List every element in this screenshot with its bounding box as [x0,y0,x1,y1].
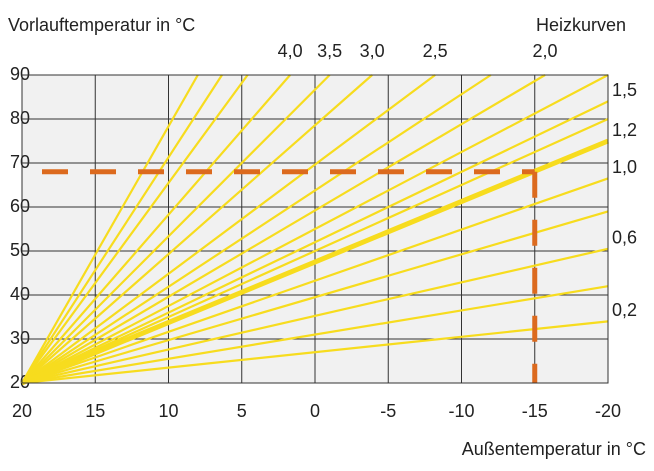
x-tick-label: 15 [85,401,105,421]
y-tick-label: 90 [10,64,30,84]
curve-label: 1,0 [612,157,637,177]
heating-curve [21,74,291,384]
x-tick-label: -5 [380,401,396,421]
y-tick-label: 30 [10,328,30,348]
heating-curve [21,74,223,384]
heating-curve [21,74,546,384]
x-tick-label: 0 [310,401,320,421]
y-tick-label: 60 [10,196,30,216]
chart-title: Heizkurven [536,15,626,35]
curve-label: 2,0 [532,41,557,61]
heating-curve [21,285,609,385]
x-tick-label: 20 [12,401,32,421]
heating-curve [21,138,609,386]
heating-curve [21,74,331,384]
heating-curve [21,210,609,385]
heating-curve [21,74,199,384]
y-axis-title: Vorlauftemperatur in °C [8,15,195,35]
y-tick-label: 80 [10,108,30,128]
x-tick-label: 10 [158,401,178,421]
heating-curve [21,74,492,384]
curve-label: 1,2 [612,120,637,140]
x-tick-label: -10 [448,401,474,421]
y-tick-label: 70 [10,152,30,172]
curve-label: 1,5 [612,80,637,100]
x-tick-label: 5 [237,401,247,421]
heating-curve [21,74,249,384]
curve-label: 2,5 [423,41,448,61]
x-tick-label: -15 [522,401,548,421]
heating-curve [21,247,609,385]
heating-curve [21,320,609,385]
curve-label: 0,6 [612,228,637,248]
curve-label: 0,2 [612,300,637,320]
x-tick-label: -20 [595,401,621,421]
plot-border [21,74,609,384]
heating-curve [21,74,373,384]
x-axis-title: Außentemperatur in °C [462,439,646,459]
heating-curve [21,74,436,384]
curve-label: 3,5 [317,41,342,61]
heating-curve [21,100,609,384]
curve-label: 4,0 [278,41,303,61]
heating-curve [21,177,609,385]
curve-label: 3,0 [360,41,385,61]
y-tick-label: 40 [10,284,30,304]
y-tick-label: 50 [10,240,30,260]
heating-curve [21,74,609,384]
heating-curve [21,117,609,385]
